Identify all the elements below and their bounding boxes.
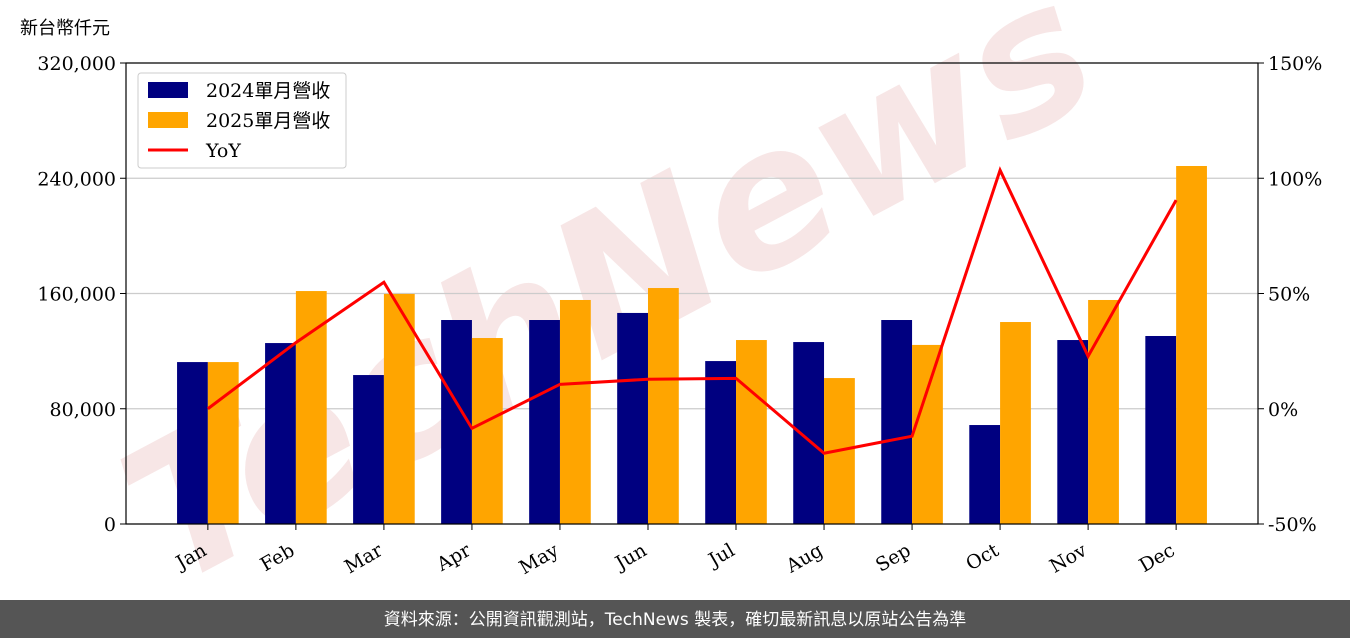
legend-label: 2025單月營收 <box>206 110 330 132</box>
bar <box>647 288 679 524</box>
bar <box>617 312 648 524</box>
bar <box>265 343 296 524</box>
legend-label: 2024單月營收 <box>206 80 330 102</box>
bar <box>207 362 239 524</box>
bar <box>295 291 327 524</box>
footer-text: 資料來源：公開資訊觀測站，TechNews 製表，確切最新訊息以原站公告為準 <box>384 610 966 630</box>
bar <box>1176 166 1207 524</box>
legend-swatch <box>148 82 188 98</box>
legend-label: YoY <box>205 140 241 162</box>
y-tick-label: 240,000 <box>37 168 116 190</box>
plot-frame <box>125 62 1259 525</box>
y-tick-label: 0 <box>104 514 116 536</box>
bar <box>1057 340 1089 524</box>
bar <box>383 293 415 524</box>
y2-tick-label: -50% <box>1268 514 1317 536</box>
bar <box>1145 335 1177 524</box>
bar <box>177 362 208 524</box>
bar <box>1088 299 1119 524</box>
bar <box>793 342 825 524</box>
bar <box>969 425 1001 524</box>
y2-tick-label: 100% <box>1268 168 1322 190</box>
bar <box>353 375 384 524</box>
legend-swatch <box>148 112 188 128</box>
bar <box>1000 322 1031 524</box>
bar <box>559 299 591 524</box>
y2-tick-label: 150% <box>1268 53 1322 75</box>
line <box>206 166 1178 455</box>
bar <box>736 340 767 524</box>
footer-bar <box>0 600 1350 638</box>
legend-box <box>137 72 347 169</box>
y-tick-label: 80,000 <box>50 399 116 421</box>
bar <box>529 320 560 524</box>
y-tick-label: 320,000 <box>37 53 116 75</box>
bar <box>471 338 503 524</box>
y-axis-label: 新台幣仟元 <box>20 18 110 39</box>
bar <box>705 361 737 524</box>
bar <box>912 344 943 524</box>
bar <box>881 320 913 524</box>
y2-tick-label: 0% <box>1268 399 1298 421</box>
y-tick-label: 160,000 <box>37 284 116 306</box>
y2-tick-label: 50% <box>1268 284 1310 306</box>
